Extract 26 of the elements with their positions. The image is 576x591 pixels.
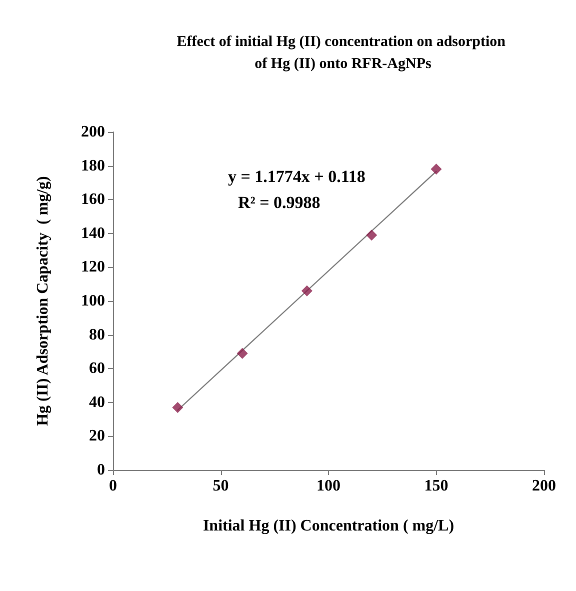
x-tick-label: 50 bbox=[212, 478, 229, 494]
y-tick-label: 60 bbox=[89, 360, 105, 378]
point bbox=[366, 230, 378, 241]
chart-title: Effect of initial Hg (II) concentration on adsorption of Hg (II) onto RFR-AgNPs bbox=[176, 34, 510, 72]
y-tick-label: 0 bbox=[97, 462, 105, 478]
y-tick-label: 80 bbox=[89, 326, 105, 344]
x-tick-label: 200 bbox=[532, 478, 556, 494]
point bbox=[301, 285, 312, 296]
y-axis-title: Hg (II) Adsorption Capacity ( mg/g) bbox=[34, 176, 52, 426]
y-tick-label: 180 bbox=[81, 157, 105, 174]
point bbox=[172, 402, 184, 413]
x-tick-label: 0 bbox=[109, 478, 117, 494]
point bbox=[430, 164, 442, 175]
annotation: R² = 0.9988 bbox=[238, 193, 320, 212]
y-tick-label: 100 bbox=[81, 292, 105, 310]
annotation: y = 1.1774x + 0.118 bbox=[228, 167, 366, 186]
y-tick-label: 40 bbox=[89, 394, 105, 411]
x-tick-label: 150 bbox=[424, 478, 448, 494]
y-tick-label: 200 bbox=[81, 124, 105, 140]
x-tick-label: 100 bbox=[316, 478, 340, 494]
y-tick-label: 120 bbox=[81, 258, 105, 276]
y-tick-label: 160 bbox=[81, 191, 105, 208]
y-tick-label: 140 bbox=[81, 224, 105, 242]
point bbox=[236, 348, 248, 359]
y-tick-label: 20 bbox=[89, 428, 105, 445]
x-axis-title: Initial Hg (II) Concentration ( mg/L) bbox=[202, 518, 454, 534]
